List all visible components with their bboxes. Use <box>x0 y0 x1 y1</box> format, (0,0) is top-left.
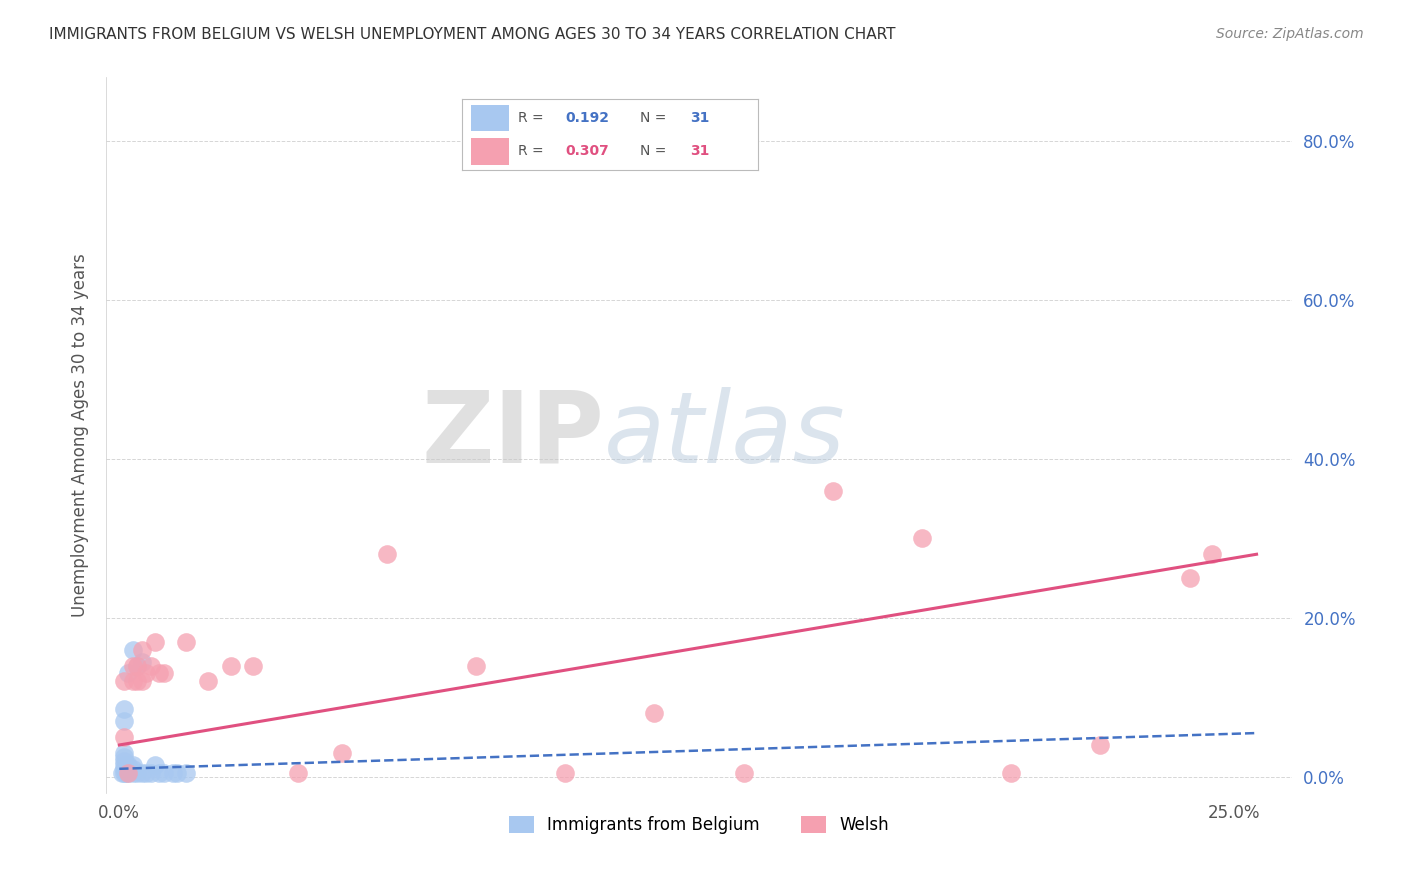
Point <box>465 658 488 673</box>
Point <box>197 674 219 689</box>
Point <box>112 714 135 728</box>
Text: IMMIGRANTS FROM BELGIUM VS WELSH UNEMPLOYMENT AMONG AGES 30 TO 34 YEARS CORRELAT: IMMIGRANTS FROM BELGIUM VS WELSH UNEMPLO… <box>49 27 896 42</box>
Point <box>135 666 157 681</box>
Point <box>219 658 242 673</box>
Point <box>153 765 176 780</box>
Point <box>112 730 135 744</box>
Point <box>117 666 139 681</box>
Point <box>127 658 149 673</box>
Point <box>242 658 264 673</box>
Point <box>143 757 166 772</box>
Point <box>143 634 166 648</box>
Text: atlas: atlas <box>605 386 846 483</box>
Point <box>643 706 665 721</box>
Point <box>121 762 143 776</box>
Point <box>117 765 139 780</box>
Point <box>148 765 170 780</box>
Point <box>115 765 138 780</box>
Point <box>174 634 197 648</box>
Point <box>112 750 135 764</box>
Point <box>131 642 153 657</box>
Point <box>121 658 143 673</box>
Point <box>117 757 139 772</box>
Point <box>121 765 143 780</box>
Point <box>112 754 135 768</box>
Point <box>821 483 844 498</box>
Point <box>1201 547 1223 561</box>
Point <box>166 765 188 780</box>
Point <box>110 765 132 780</box>
Point <box>121 642 143 657</box>
Point <box>131 655 153 669</box>
Point <box>287 765 309 780</box>
Point <box>121 757 143 772</box>
Point <box>127 658 149 673</box>
Point <box>131 765 153 780</box>
Point <box>1090 738 1112 752</box>
Point <box>153 666 176 681</box>
Point <box>117 765 139 780</box>
Point <box>112 674 135 689</box>
Point <box>127 765 149 780</box>
Point <box>174 765 197 780</box>
Point <box>121 674 143 689</box>
Point <box>112 746 135 760</box>
Text: Source: ZipAtlas.com: Source: ZipAtlas.com <box>1216 27 1364 41</box>
Point <box>139 765 162 780</box>
Point <box>127 674 149 689</box>
Point <box>115 757 138 772</box>
Y-axis label: Unemployment Among Ages 30 to 34 years: Unemployment Among Ages 30 to 34 years <box>72 253 89 617</box>
Point <box>112 702 135 716</box>
Point <box>375 547 398 561</box>
Point <box>117 762 139 776</box>
Point <box>112 765 135 780</box>
Point <box>131 674 153 689</box>
Point <box>139 658 162 673</box>
Point <box>148 666 170 681</box>
Point <box>112 762 135 776</box>
Text: ZIP: ZIP <box>422 386 605 483</box>
Legend: Immigrants from Belgium, Welsh: Immigrants from Belgium, Welsh <box>509 816 890 834</box>
Point <box>162 765 184 780</box>
Point <box>554 765 576 780</box>
Point <box>112 757 135 772</box>
Point <box>330 746 353 760</box>
Point <box>733 765 755 780</box>
Point <box>1000 765 1022 780</box>
Point <box>1178 571 1201 585</box>
Point <box>135 765 157 780</box>
Point <box>911 532 934 546</box>
